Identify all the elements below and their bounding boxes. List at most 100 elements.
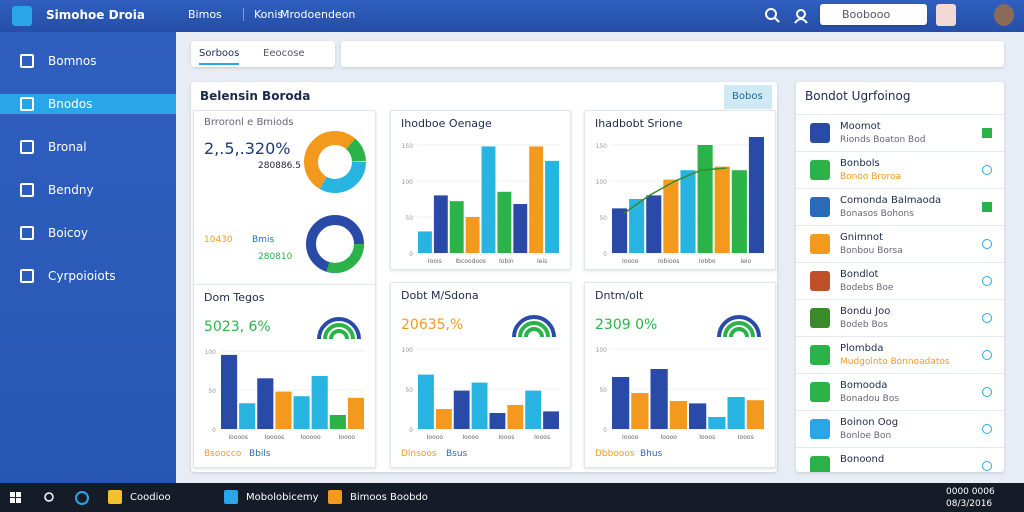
bar [433,195,448,253]
list-item[interactable]: Bonoond [796,447,1004,472]
taskbar-app[interactable]: Mobolobicemy [246,492,319,503]
item-icon [810,308,830,328]
x-tick-label: Iobin [499,258,514,265]
search-box[interactable]: Boobooo [820,4,927,25]
right-panel-title: Bondot Ugrfoinog [805,89,911,103]
item-subtitle: Bonbou Borsa [840,246,903,256]
card-title: Dobt M/Sdona [401,289,479,302]
bar [465,217,480,253]
card-footer: Bsus [446,449,468,459]
summary-value: 2,.5,.320% [204,139,291,158]
app-icon [12,6,32,26]
item-action[interactable] [982,165,992,175]
bar-chart: 0 50 100 Ioooos Ioooos Iooooo Ioooo [205,349,365,441]
x-tick-label: Iooooo [301,434,321,441]
sidebar-item[interactable]: Bendny [48,183,94,197]
sidebar-icon [20,97,34,111]
summary-label: 10430 [204,235,233,245]
x-tick-label: Ieis [537,258,547,265]
bar [471,382,488,429]
item-title: Bondu Joo [840,306,891,317]
list-item[interactable]: Bondlot Bodebs Boe [796,262,1004,299]
sidebar-item[interactable]: Bronal [48,140,87,154]
item-action[interactable] [982,313,992,323]
nav-link[interactable]: Bimos [188,8,222,21]
y-tick-label: 100 [205,349,217,356]
sidebar-item[interactable]: Cyrpoioiots [48,269,116,283]
item-action[interactable] [982,424,992,434]
header-icons[interactable] [762,6,822,26]
item-action[interactable] [982,276,992,286]
nav-link[interactable]: Konis [243,8,283,21]
chart-card: Ihadbobt Srione 0 50 100 150 Ioooo Iobioos Iobb… [584,110,776,270]
item-subtitle: Bodebs Boe [840,283,894,293]
bar [497,191,512,253]
sidebar-icon [20,183,34,197]
bar [612,377,630,429]
bar [311,375,328,429]
avatar[interactable] [936,4,956,26]
taskbar-app-icon [224,490,238,504]
panel-button[interactable]: Bobos [724,85,772,109]
item-icon [810,197,830,217]
item-action[interactable] [982,128,992,138]
bar [663,179,679,253]
item-title: Gnimnot [840,232,883,243]
list-item[interactable]: Bonbols Bonoo Broroa [796,151,1004,188]
list-item[interactable]: Plombda Mudgolnto Bonnoadatos [796,336,1004,373]
list-item[interactable]: Bomooda Bonadou Bos [796,373,1004,410]
x-tick-label: Ioois [428,258,442,265]
item-icon [810,456,830,472]
signal-arc [323,323,355,340]
list-item[interactable]: Moomot Rionds Boaton Bod [796,114,1004,151]
bar [453,390,470,429]
summary-card: Brroronl e Bmiods 2,.5,.320% 280886.5 10… [193,110,376,285]
tab[interactable]: Sorboos [199,48,240,65]
filter-dropdown[interactable]: Eeocose [263,48,305,59]
y-tick-label: 100 [402,347,414,354]
list-item[interactable]: Comonda Balmaoda Bonasos Bohons [796,188,1004,225]
list-item[interactable]: Gnimnot Bonbou Borsa [796,225,1004,262]
bar [680,170,696,253]
bar [543,411,559,429]
bar [689,403,707,429]
y-tick-label: 150 [596,143,608,150]
y-tick-label: 0 [212,427,216,434]
taskbar-app[interactable]: Coodioo [130,492,171,503]
signal-arc [729,327,749,338]
item-action[interactable] [982,350,992,360]
card-footer: Bbils [249,449,271,459]
taskbar-app[interactable]: Bimoos Boobdo [350,492,428,503]
item-action[interactable] [982,239,992,249]
item-title: Plombda [840,343,884,354]
bar [293,396,310,429]
tab-bar: Sorboos Eeocose [191,41,335,67]
item-action[interactable] [982,202,992,212]
sidebar-item[interactable]: Bomnos [48,54,97,68]
sidebar-item[interactable]: Bnodos [0,94,176,114]
sidebar-item[interactable]: Boicoy [48,226,88,240]
item-subtitle: Bonoo Broroa [840,172,901,182]
y-tick-label: 100 [402,179,414,186]
list-item[interactable]: Boinon Oog Bonloe Bon [796,410,1004,447]
card-footer: Bhus [640,449,663,459]
bar [418,231,432,253]
filter-bar[interactable] [341,41,1004,67]
bar [221,354,238,429]
bar [669,401,687,429]
nav-link[interactable]: Mrodoendeon [280,8,356,21]
item-action[interactable] [982,387,992,397]
bar-chart: 0 50 100 Ioooo Ioooo Iooos Iooos [402,347,560,441]
trend-line [623,167,727,215]
x-tick-label: Ibcoodoos [455,258,486,265]
avatar[interactable] [994,4,1014,26]
summary-label: 280810 [258,252,293,262]
taskbar-icons[interactable] [8,490,98,506]
top-bar: Simohoe Droia Bimos Konis Mrodoendeon Bo… [0,0,1024,32]
item-icon [810,271,830,291]
y-tick-label: 0 [409,427,413,434]
list-item[interactable]: Bondu Joo Bodeb Bos [796,299,1004,336]
item-action[interactable] [982,461,992,471]
y-tick-label: 50 [405,215,413,222]
